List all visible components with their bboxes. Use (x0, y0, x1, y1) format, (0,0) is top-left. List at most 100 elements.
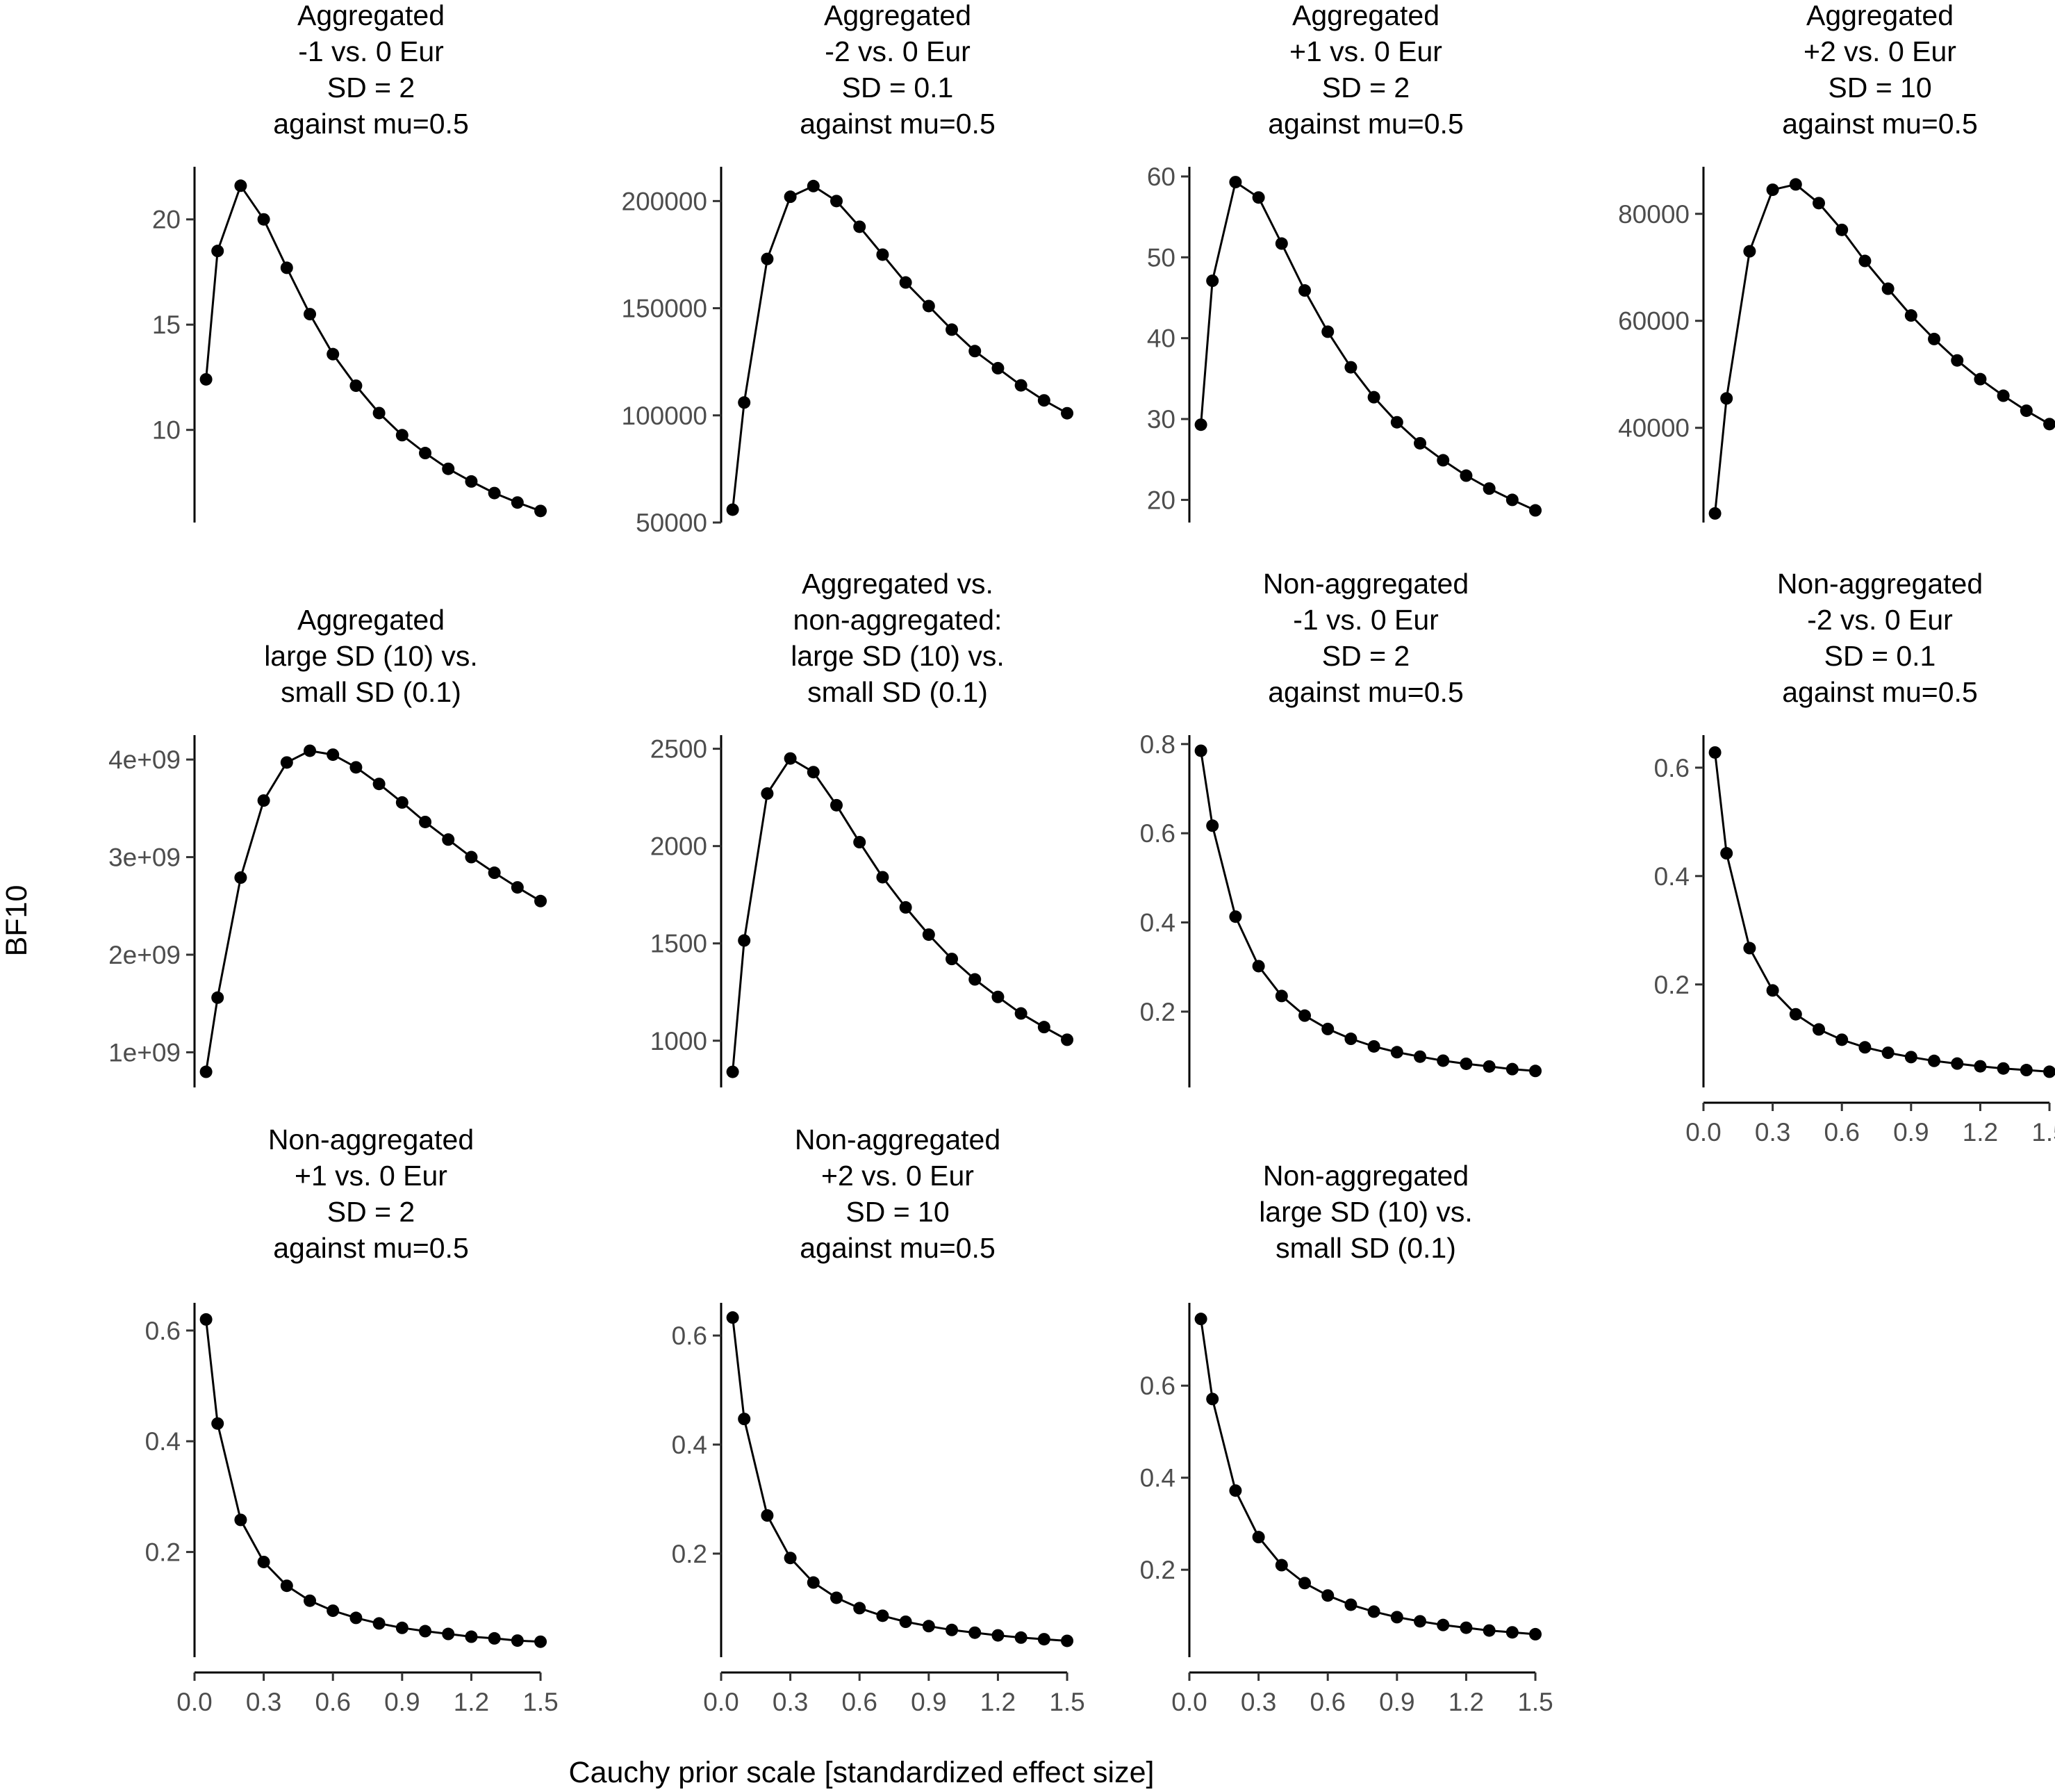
y-tick-label: 0.4 (1140, 1464, 1175, 1493)
data-point (1997, 389, 2010, 402)
x-tick-label: 0.9 (911, 1688, 946, 1716)
data-point (465, 850, 478, 864)
data-point (807, 1576, 820, 1589)
panel-title-line: -2 vs. 0 Eur (1807, 604, 1953, 636)
series-line (205, 750, 541, 1072)
data-point (1881, 1046, 1895, 1060)
data-point (1858, 1041, 1872, 1054)
data-point (876, 248, 889, 261)
x-tick-label: 1.5 (1049, 1688, 1084, 1716)
data-point (1194, 418, 1207, 431)
data-point (726, 503, 739, 516)
panel-title-line: Aggregated (297, 604, 445, 636)
data-point (1743, 245, 1756, 258)
data-point (419, 447, 432, 460)
data-point (488, 866, 501, 880)
panel-3: Aggregated +1 vs. 0 Eur SD = 2 against mu=0… (1147, 0, 1542, 523)
data-point (1789, 178, 1802, 191)
x-tick-label: 0.3 (1755, 1118, 1790, 1146)
data-point (1460, 469, 1473, 482)
data-point (1014, 379, 1028, 392)
data-point (991, 361, 1005, 375)
panel-title-line: Aggregated (297, 0, 445, 31)
series-line (205, 184, 541, 512)
data-point (1483, 482, 1496, 495)
data-point (442, 833, 455, 846)
data-point (465, 475, 478, 488)
series-line (732, 185, 1068, 510)
data-point (1904, 1051, 1917, 1064)
y-tick-label: 40000 (1618, 414, 1690, 443)
x-tick-label: 1.2 (454, 1688, 489, 1716)
y-tick-label: 1500 (650, 930, 707, 958)
y-tick-label: 30 (1147, 405, 1175, 434)
data-point (1708, 507, 1722, 520)
y-tick-label: 2e+09 (108, 941, 181, 969)
panel-title-line: SD = 2 (327, 72, 415, 104)
data-point (1460, 1621, 1473, 1634)
data-point (395, 429, 408, 442)
data-point (1390, 1046, 1403, 1059)
data-point (1194, 1313, 1207, 1326)
data-point (1997, 1062, 2010, 1075)
data-point (1390, 1611, 1403, 1624)
data-point (1928, 1054, 1941, 1067)
y-axis-title: BF10 (0, 885, 33, 957)
data-point (304, 1594, 317, 1607)
data-point (1061, 1634, 1074, 1647)
panel-4: Aggregated +2 vs. 0 Eur SD = 10 against mu=… (1618, 0, 2055, 523)
panel-10: Non-aggregated +2 vs. 0 Eur SD = 10 against… (672, 1124, 1085, 1716)
panel-title-line: Non-aggregated (1777, 568, 1983, 600)
x-tick-label: 1.2 (1963, 1118, 1998, 1146)
panel-title-line: large SD (10) vs. (1259, 1196, 1473, 1228)
data-point (784, 1552, 797, 1565)
panel-8: Non-aggregated -2 vs. 0 Eur SD = 0.1 agains… (1654, 568, 2055, 1146)
data-point (372, 778, 386, 791)
data-point (1437, 1054, 1450, 1067)
data-point (1743, 942, 1756, 955)
y-tick-label: 0.2 (672, 1540, 707, 1568)
data-point (1904, 309, 1917, 322)
panel-title-line: Non-aggregated (1263, 1160, 1469, 1192)
data-point (2020, 1064, 2033, 1077)
data-point (1206, 274, 1219, 288)
data-point (1974, 372, 1987, 386)
data-point (853, 1602, 866, 1615)
data-point (211, 991, 224, 1004)
panel-title-line: Aggregated (824, 0, 971, 31)
data-point (1835, 223, 1849, 236)
panel-7: Non-aggregated -1 vs. 0 Eur SD = 2 against … (1140, 568, 1542, 1087)
data-point (1344, 1598, 1357, 1611)
y-tick-label: 60000 (1618, 307, 1690, 336)
data-point (1367, 391, 1380, 404)
panel-title-line: against mu=0.5 (273, 108, 469, 140)
y-tick-label: 0.4 (1140, 909, 1175, 937)
data-point (211, 1417, 224, 1430)
y-tick-label: 2500 (650, 735, 707, 764)
data-point (1229, 910, 1242, 923)
y-tick-label: 3e+09 (108, 844, 181, 872)
data-point (1390, 416, 1403, 429)
data-point (991, 1629, 1005, 1642)
y-tick-label: 4e+09 (108, 746, 181, 774)
panel-title-line: small SD (0.1) (281, 676, 461, 708)
panel-title-line: against mu=0.5 (1782, 676, 1978, 708)
data-point (442, 462, 455, 475)
y-tick-label: 200000 (622, 187, 707, 215)
y-tick-label: 100000 (622, 402, 707, 430)
panels: Aggregated -1 vs. 0 Eur SD = 2 against mu=0… (108, 0, 2055, 1716)
data-point (349, 1611, 363, 1625)
series-line (1200, 1318, 1536, 1636)
y-tick-label: 40 (1147, 324, 1175, 353)
data-point (234, 871, 247, 885)
data-point (395, 796, 408, 809)
data-point (1813, 197, 1826, 210)
data-point (534, 504, 547, 518)
data-point (1951, 1057, 1964, 1070)
y-tick-label: 10 (152, 416, 181, 445)
data-point (1505, 1062, 1519, 1076)
panel-title-line: Non-aggregated (795, 1124, 1000, 1156)
data-point (280, 756, 293, 769)
data-point (234, 179, 247, 192)
